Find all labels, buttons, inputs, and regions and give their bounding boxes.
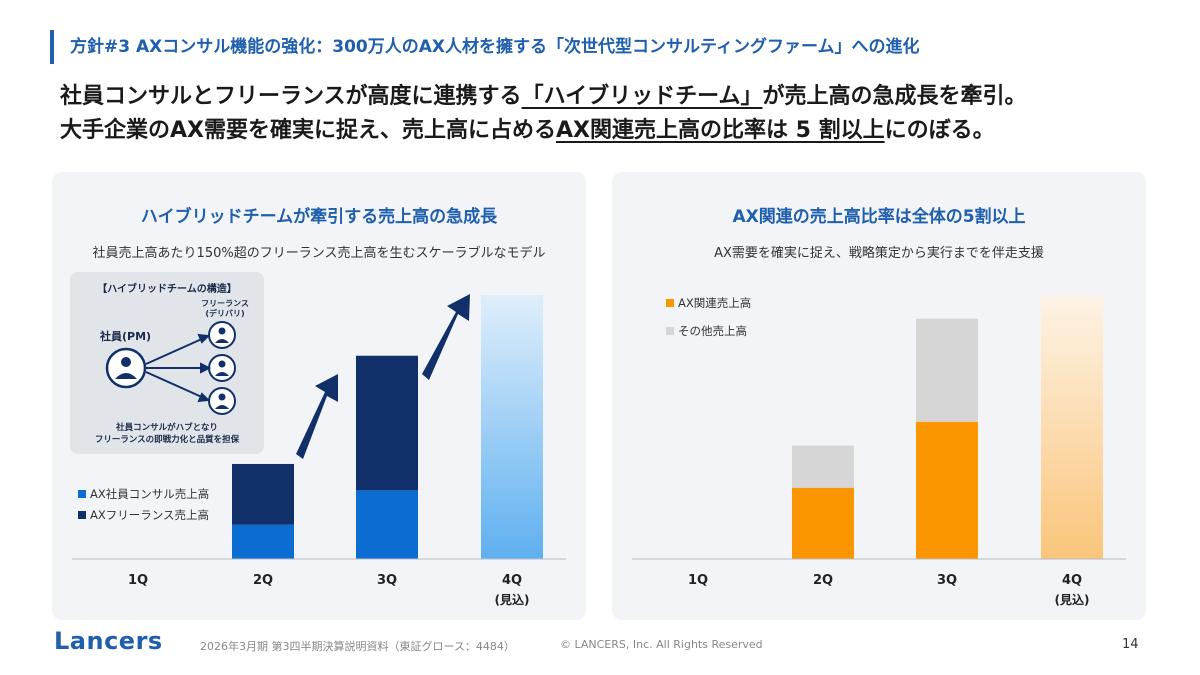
right-legend-swatch-1	[666, 299, 674, 307]
freelance-person-icon-3	[208, 387, 236, 415]
right-tick-label-2q: 2Q	[813, 573, 833, 588]
right-bar-3q-series-1	[916, 421, 978, 559]
left-legend-swatch-1	[78, 490, 86, 498]
page-number: 14	[1122, 637, 1139, 652]
left-legend-label-2: AXフリーランス売上高	[90, 508, 210, 522]
right-bar-2q-series-1	[792, 487, 854, 559]
structure-caption: 社員コンサルがハブとなり フリーランスの即戦力化と品質を担保	[70, 422, 264, 446]
right-chart-svg: 1Q 2Q 3Q 4Q (見込)	[632, 295, 1126, 607]
lead-1b: が売上高の急成長を牽引。	[762, 84, 1027, 109]
left-chart-subtitle: 社員売上高あたり150%超のフリーランス売上高を生むスケーラブルなモデル	[92, 246, 546, 261]
left-bar-2q-series-1	[232, 524, 294, 559]
left-legend-item-2: AXフリーランス売上高	[78, 507, 209, 523]
freelance-person-icon-1	[208, 321, 236, 349]
lancers-logo: Lancers	[54, 627, 163, 655]
left-legend-item-1: AX社員コンサル売上高	[78, 486, 209, 502]
freelance-label: フリーランス (デリバリ)	[190, 299, 260, 319]
lead-2a: 大手企業のAX需要を確実に捉え、売上高に占める	[60, 118, 556, 143]
right-legend-label-2: その他売上高	[678, 324, 747, 338]
structure-caption-1: 社員コンサルがハブとなり	[116, 423, 218, 433]
right-legend-swatch-2	[666, 327, 674, 335]
left-bar-3q-series-1	[356, 490, 418, 559]
lead-text: 社員コンサルとフリーランスが高度に連携する「ハイブリッドチーム」が売上高の急成長…	[60, 80, 1160, 148]
hybrid-structure-box: 【ハイブリッドチームの構造】 社員(PM) フリーランス (デリバリ)	[70, 272, 264, 454]
left-chart-title: ハイブリッドチームが牽引する売上高の急成長	[140, 207, 498, 227]
freelance-label-1: フリーランス	[201, 299, 249, 308]
left-bar-3q-series-2	[356, 355, 418, 491]
left-tick-label-4q: 4Q	[502, 573, 522, 588]
left-chart-panel: ハイブリッドチームが牽引する売上高の急成長 社員売上高あたり150%超のフリーラ…	[52, 172, 586, 620]
right-tick-label-1q: 1Q	[688, 573, 708, 588]
left-legend-label-1: AX社員コンサル売上高	[90, 487, 210, 501]
lead-2b: にのぼる。	[884, 118, 995, 143]
footer-copyright: © LANCERS, Inc. All Rights Reserved	[560, 638, 763, 651]
connector-arrows	[145, 333, 212, 403]
footer-document-title: 2026年3月期 第3四半期決算説明資料（東証グロース：4484）	[200, 640, 515, 653]
growth-arrow-1	[296, 374, 338, 459]
left-chart-svg: 1Q 2Q 3Q 4Q (見込)	[72, 294, 566, 607]
lead-1a: 社員コンサルとフリーランスが高度に連携する	[60, 84, 522, 109]
left-bar-2q-series-2	[232, 463, 294, 525]
right-chart-subtitle: AX需要を確実に捉え、戦略策定から実行までを伴走支援	[714, 246, 1044, 261]
right-chart-panel: AX関連の売上高比率は全体の5割以上 AX需要を確実に捉え、戦略策定から実行まで…	[612, 172, 1146, 620]
pm-person-icon	[105, 347, 147, 389]
lead-line-2: 大手企業のAX需要を確実に捉え、売上高に占めるAX関連売上高の比率は 5 割以上…	[60, 114, 1160, 148]
structure-diagram	[105, 321, 236, 415]
right-legend-item-1: AX関連売上高	[666, 295, 751, 311]
right-bar-2q-series-2	[792, 445, 854, 488]
left-legend-swatch-2	[78, 511, 86, 519]
growth-arrow-2	[422, 294, 470, 380]
left-tick-label-2q: 2Q	[253, 573, 273, 588]
left-tick-label-3q: 3Q	[377, 573, 397, 588]
left-tick-sublabel-4q: (見込)	[495, 592, 530, 607]
freelance-label-2: (デリバリ)	[205, 309, 245, 318]
lead-line-1: 社員コンサルとフリーランスが高度に連携する「ハイブリッドチーム」が売上高の急成長…	[60, 80, 1160, 114]
structure-title: 【ハイブリッドチームの構造】	[97, 284, 237, 295]
left-bar-4q-forecast	[481, 295, 543, 559]
left-tick-label-1q: 1Q	[128, 573, 148, 588]
slide-header: 方針#3 AXコンサル機能の強化：300万人のAX人材を擁する「次世代型コンサル…	[50, 30, 1150, 64]
freelance-person-icon-2	[208, 354, 236, 382]
right-legend-item-2: その他売上高	[666, 323, 747, 339]
right-chart-title: AX関連の売上高比率は全体の5割以上	[732, 207, 1026, 227]
lead-2-underline: AX関連売上高の比率は 5 割以上	[556, 118, 885, 143]
right-legend-label-1: AX関連売上高	[678, 296, 752, 310]
right-bar-4q-forecast	[1041, 295, 1103, 559]
right-bar-3q-series-2	[916, 318, 978, 422]
pm-label: 社員(PM)	[100, 330, 152, 343]
right-tick-label-3q: 3Q	[937, 573, 957, 588]
lead-1-underline: 「ハイブリッドチーム」	[521, 84, 763, 109]
right-tick-sublabel-4q: (見込)	[1055, 592, 1090, 607]
right-tick-label-4q: 4Q	[1062, 573, 1082, 588]
slide-title: 方針#3 AXコンサル機能の強化：300万人のAX人材を擁する「次世代型コンサル…	[70, 37, 920, 57]
structure-caption-2: フリーランスの即戦力化と品質を担保	[94, 435, 240, 445]
